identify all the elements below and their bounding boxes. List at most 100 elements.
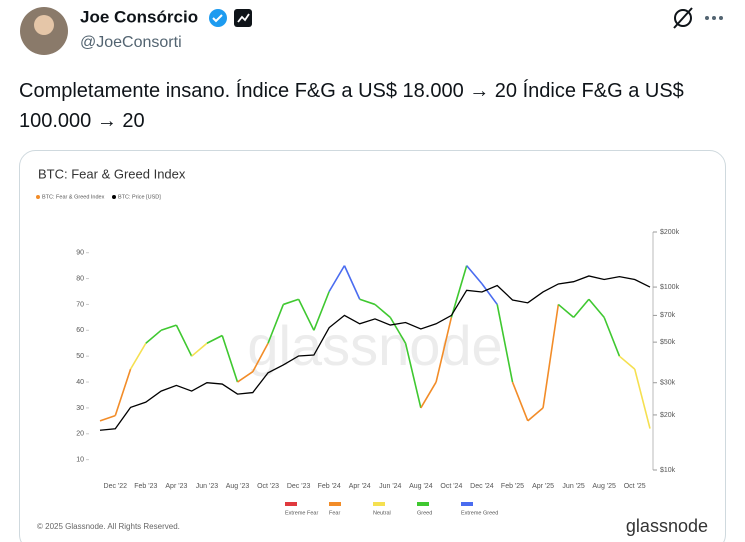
zone-label: Neutral <box>373 510 391 516</box>
fear-greed-segment <box>450 265 468 318</box>
fear-greed-segment <box>297 298 315 331</box>
zone-label: Extreme Greed <box>461 510 498 516</box>
fear-greed-segment <box>160 324 177 332</box>
zone-label: Extreme Fear <box>285 510 318 516</box>
fear-greed-segment <box>191 342 208 357</box>
zone-swatch <box>373 502 385 506</box>
x-tick-label: Jun '25 <box>562 483 584 490</box>
x-tick-label: Aug '23 <box>226 483 250 490</box>
grok-slash <box>673 7 693 29</box>
fear-greed-segment <box>283 298 299 306</box>
fear-greed-segment <box>496 304 514 383</box>
chart: 10 20 30 40 50 60 70 80 90 $10k $20k $30k $50k $70k $1… <box>36 194 680 516</box>
zone-label: Greed <box>417 510 432 516</box>
y-tick-label: 80 <box>76 275 84 282</box>
brand-logo: glassnode <box>626 516 708 536</box>
y-tick-label: 90 <box>76 250 84 257</box>
author-handle[interactable]: @JoeConsorti <box>80 34 182 51</box>
fear-greed-segment <box>481 283 498 305</box>
y2-tick-label: $70k <box>660 312 676 319</box>
x-tick-label: Oct '25 <box>624 483 646 490</box>
fear-greed-segment <box>221 335 239 383</box>
x-tick-label: Jun '23 <box>196 483 218 490</box>
zone-swatch <box>417 502 429 506</box>
y2-tick-label: $20k <box>660 412 676 419</box>
fear-greed-segment <box>618 355 636 370</box>
fear-greed-segment <box>633 368 651 429</box>
verified-check <box>212 14 223 23</box>
fear-greed-segment <box>572 298 590 318</box>
x-tick-label: Oct '23 <box>257 483 279 490</box>
x-tick-label: Jun '24 <box>379 483 401 490</box>
y2-tick-label: $10k <box>660 467 676 474</box>
fear-greed-segment <box>145 329 162 344</box>
x-tick-label: Aug '25 <box>592 483 616 490</box>
copyright: © 2025 Glassnode. All Rights Reserved. <box>37 522 180 531</box>
price-line <box>99 275 651 431</box>
fear-greed-segment <box>389 316 407 344</box>
x-tick-label: Apr '25 <box>532 483 554 490</box>
x-tick-label: Dec '23 <box>287 483 311 490</box>
post-text: Completamente insano. Índice F&G a US$ 1… <box>19 80 684 132</box>
fear-greed-segment <box>206 334 223 344</box>
legend-label: BTC: Fear & Greed Index <box>42 194 105 200</box>
fear-greed-segment <box>175 324 193 357</box>
grok-icon[interactable] <box>674 9 692 27</box>
legend-swatch <box>112 195 116 199</box>
y2-tick-label: $30k <box>660 380 676 387</box>
fear-greed-segment <box>328 265 346 292</box>
x-tick-label: Dec '24 <box>470 483 494 490</box>
legend-label: BTC: Price [USD] <box>118 194 161 200</box>
y-tick-label: 20 <box>76 431 84 438</box>
y2-tick-label: $100k <box>660 284 680 291</box>
fear-greed-segment <box>252 342 269 373</box>
y-tick-label: 10 <box>76 456 84 463</box>
fear-greed-segment <box>114 368 132 416</box>
fear-greed-segment <box>420 381 437 409</box>
fear-greed-segment <box>404 343 422 409</box>
y-tick-label: 70 <box>76 301 84 308</box>
x-tick-label: Feb '25 <box>501 483 524 490</box>
zone-swatch <box>461 502 473 506</box>
more-menu[interactable] <box>705 16 723 20</box>
fear-greed-segment <box>588 298 605 318</box>
y-tick-label: 60 <box>76 327 84 334</box>
y2-tick-label: $50k <box>660 339 676 346</box>
fear-greed-segment <box>435 317 453 383</box>
x-tick-label: Dec '22 <box>104 483 128 490</box>
x-tick-label: Feb '23 <box>134 483 157 490</box>
fear-greed-segment <box>343 265 361 300</box>
x-tick-label: Apr '23 <box>165 483 187 490</box>
fear-greed-segment <box>527 407 544 422</box>
x-tick-label: Feb '24 <box>318 483 341 490</box>
fear-greed-segment <box>603 317 621 357</box>
fear-greed-segment <box>374 303 391 318</box>
zone-swatch <box>329 502 341 506</box>
y-tick-label: 50 <box>76 353 84 360</box>
fear-greed-segment <box>313 291 330 331</box>
zone-label: Fear <box>329 510 340 516</box>
avatar-face <box>34 15 54 35</box>
watermark: glassnode <box>247 314 502 377</box>
author-name[interactable]: Joe Consórcio <box>80 7 198 26</box>
legend-swatch <box>36 195 40 199</box>
media-card[interactable] <box>19 150 726 542</box>
fear-greed-segment <box>542 304 560 409</box>
x-tick-label: Oct '24 <box>440 483 462 490</box>
chart-title: BTC: Fear & Greed Index <box>38 166 186 181</box>
fear-greed-segment <box>237 371 254 383</box>
fear-greed-segment <box>267 304 285 344</box>
fear-greed-segment <box>99 414 116 422</box>
affiliate-icon <box>237 13 250 23</box>
y-tick-label: 40 <box>76 379 84 386</box>
fear-greed-segment <box>466 265 483 285</box>
x-tick-label: Apr '24 <box>349 483 371 490</box>
y2-tick-label: $200k <box>660 229 680 236</box>
fear-greed-segment <box>511 381 529 422</box>
y-tick-label: 30 <box>76 405 84 412</box>
zone-swatch <box>285 502 297 506</box>
fear-greed-segment <box>359 298 376 306</box>
x-tick-label: Aug '24 <box>409 483 433 490</box>
